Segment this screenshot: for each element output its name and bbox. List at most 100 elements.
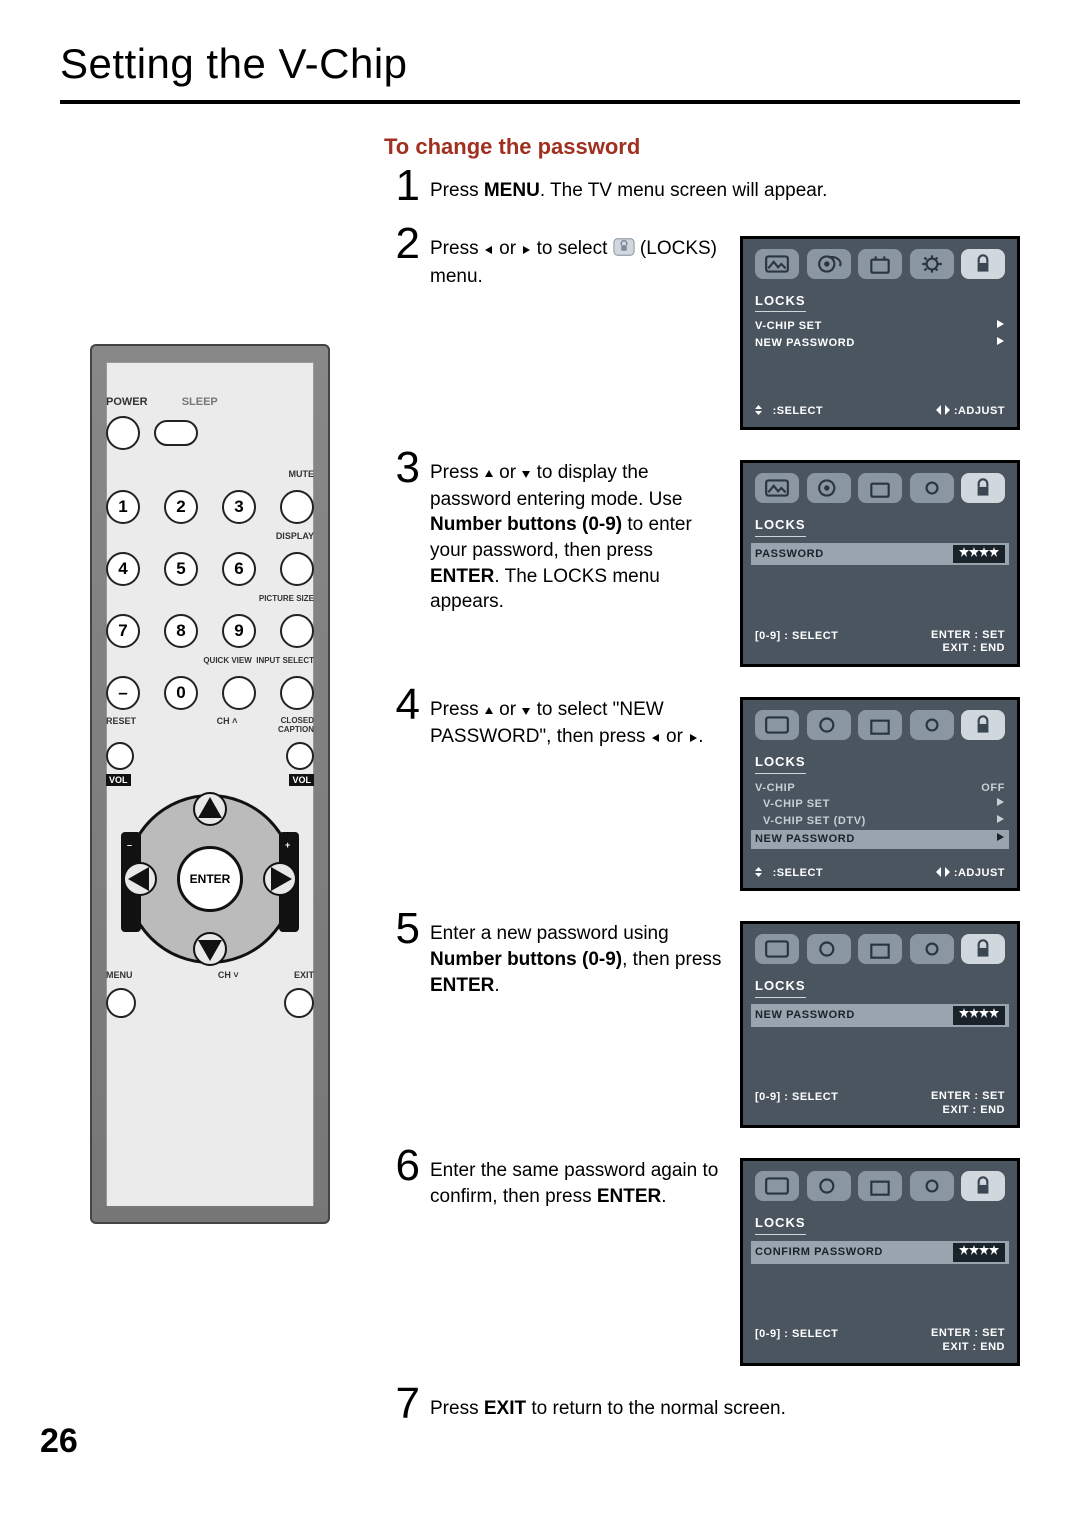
remote-sleep-label: SLEEP [182,396,218,408]
step3-enter: ENTER [430,566,494,587]
tv-screen-step3: LOCKS PASSWORD [0-9] : SELECT ENTER : SE… [740,460,1020,667]
triangle-left-icon [484,237,494,263]
footer-enter: ENTER : SET [931,1327,1005,1339]
triangle-right-icon [995,814,1005,829]
step-number: 2 [384,224,420,264]
password-mask [953,545,1005,564]
remote-sleep-button[interactable] [154,420,198,446]
remote-btn-9[interactable]: 9 [222,614,256,648]
remote-display-button[interactable] [280,552,314,586]
remote-btn-dash[interactable]: – [106,676,140,710]
remote-psize-button[interactable] [280,614,314,648]
remote-menu-button[interactable] [106,988,136,1018]
step2-text-a: Press [430,238,484,259]
tab-picture-icon [755,934,799,964]
footer-exit: EXIT : END [943,1104,1005,1116]
tab-locks-icon [961,1171,1005,1201]
step2-text-b: or [494,238,521,259]
remote-nav-up[interactable] [193,792,227,826]
remote-isel-label: INPUT SELECT [256,656,314,665]
menu-vchip-set-dtv: V-CHIP SET (DTV) [755,814,866,829]
password-mask [953,1006,1005,1025]
tab-audio-icon [807,473,851,503]
menu-new-password: NEW PASSWORD [755,832,855,847]
tab-locks-icon [961,934,1005,964]
remote-btn-1[interactable]: 1 [106,490,140,524]
triangle-right-icon [521,237,531,263]
remote-vol-label-l: VOL [106,774,131,786]
menu-vchip-val: OFF [981,781,1005,796]
password-mask [953,1243,1005,1262]
remote-nav-down[interactable] [193,932,227,966]
step5-text-c: . [494,975,499,996]
remote-mute-button[interactable] [280,490,314,524]
tv-screen-step4: LOCKS V-CHIPOFF V-CHIP SET V-CHIP SET (D… [740,697,1020,891]
footer-enter: ENTER : SET [931,1090,1005,1102]
title-rule [60,100,1020,104]
remote-illustration: POWER SLEEP MUTE 1 2 3 DISPLAY 4 5 [90,344,330,1224]
remote-btn-3[interactable]: 3 [222,490,256,524]
locks-heading: LOCKS [755,516,806,537]
remote-reset-button[interactable] [106,742,134,770]
remote-exit-button[interactable] [284,988,314,1018]
remote-nav-left[interactable] [123,862,157,896]
remote-btn-8[interactable]: 8 [164,614,198,648]
remote-power-label: POWER [106,396,148,408]
page-number: 26 [40,1422,78,1461]
step5-enter: ENTER [430,975,494,996]
triangle-down-icon [521,461,531,487]
remote-mute-label: MUTE [289,469,315,479]
step3-btns: Number buttons (0-9) [430,514,622,535]
tab-audio-icon [807,1171,851,1201]
footer-adjust: :ADJUST [954,405,1005,417]
remote-btn-7[interactable]: 7 [106,614,140,648]
step-number: 5 [384,909,420,949]
tab-setup-icon [858,1171,902,1201]
step1-menu: MENU [484,180,540,201]
remote-enter-button[interactable]: ENTER [177,846,243,912]
triangle-right-icon [995,832,1005,847]
remote-power-button[interactable] [106,416,140,450]
section-heading: To change the password [384,134,1020,160]
tv-screen-step2: LOCKS V-CHIP SET NEW PASSWORD :SELECT :A… [740,236,1020,430]
locks-heading: LOCKS [755,292,806,313]
footer-select: :SELECT [773,867,824,879]
remote-btn-0[interactable]: 0 [164,676,198,710]
step7-text-b: to return to the normal screen. [526,1398,786,1419]
triangle-right-icon [995,797,1005,812]
menu-confirm-password: CONFIRM PASSWORD [755,1245,883,1260]
step1-text-a: Press [430,180,484,201]
triangle-up-icon [484,698,494,724]
tab-setup-icon [858,934,902,964]
remote-qv-button[interactable] [222,676,256,710]
tab-picture-icon [755,710,799,740]
step7-exit: EXIT [484,1398,526,1419]
step4-text-d: or [661,726,688,747]
remote-btn-6[interactable]: 6 [222,552,256,586]
arrows-up-down-icon [755,405,769,417]
remote-nav-pad: – + ENTER [125,794,295,964]
remote-cc-label: CLOSED CAPTION [278,716,314,734]
remote-btn-5[interactable]: 5 [164,552,198,586]
step4-text-b: or [494,699,521,720]
remote-isel-button[interactable] [280,676,314,710]
remote-btn-2[interactable]: 2 [164,490,198,524]
menu-new-password: NEW PASSWORD [755,1008,855,1023]
remote-btn-4[interactable]: 4 [106,552,140,586]
footer-enter: ENTER : SET [931,629,1005,641]
step4-text-e: . [698,726,703,747]
remote-nav-right[interactable] [263,862,297,896]
arrows-up-down-icon [755,867,769,879]
tab-picture-icon [755,1171,799,1201]
menu-password: PASSWORD [755,547,824,562]
remote-chv-label: CH ˅ [218,970,239,980]
step2-text-c: to select [531,238,612,259]
remote-qv-label: QUICK VIEW [203,656,251,665]
step6-enter: ENTER [597,1186,661,1207]
arrows-left-right-icon [936,867,950,879]
step6-text-a: Enter the same password again to confirm… [430,1160,718,1207]
footer-adjust: :ADJUST [954,867,1005,879]
tab-locks-icon [961,249,1005,279]
remote-psize-label: PICTURE SIZE [259,594,314,603]
remote-cc-button[interactable] [286,742,314,770]
